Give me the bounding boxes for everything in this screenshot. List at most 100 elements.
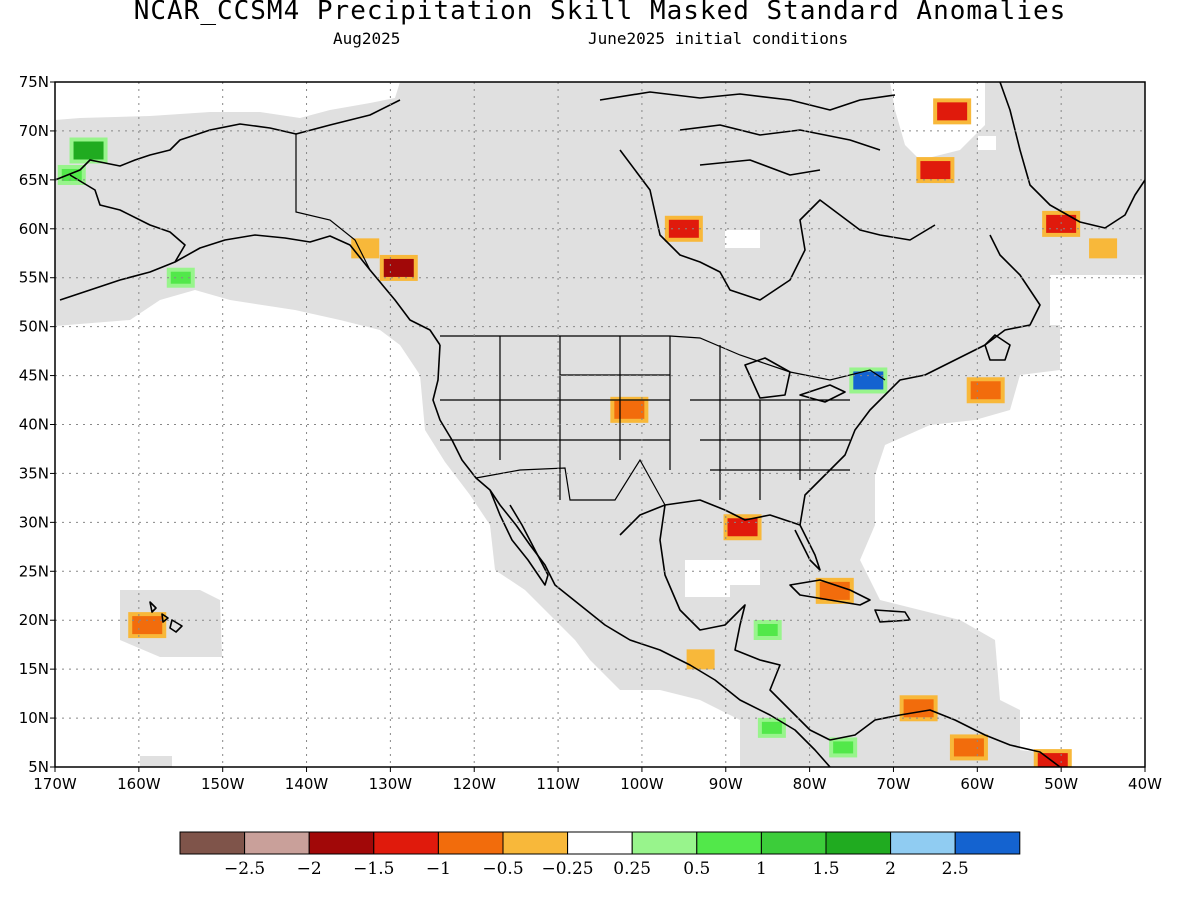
anomaly-patch bbox=[970, 381, 1001, 400]
lon-tick-label: 120W bbox=[452, 775, 496, 793]
colorbar bbox=[179, 831, 1021, 855]
colorbar-label: −2 bbox=[297, 859, 322, 879]
anomaly-layer bbox=[57, 98, 1118, 767]
lat-tick-label: 30N bbox=[19, 513, 49, 531]
lat-tick-label: 75N bbox=[19, 73, 49, 91]
gulf-mexico-hole bbox=[685, 560, 760, 585]
anomaly-patch bbox=[853, 371, 884, 390]
hawaii-west-mask bbox=[140, 756, 172, 767]
colorbar-label: 0.25 bbox=[613, 859, 651, 879]
greenland-mask bbox=[990, 82, 1145, 230]
us-state-lines bbox=[440, 336, 850, 500]
lon-tick-label: 90W bbox=[709, 775, 743, 793]
anomaly-patch bbox=[757, 624, 778, 636]
colorbar-swatch bbox=[567, 831, 633, 855]
lat-tick-label: 50N bbox=[19, 318, 49, 336]
colorbar-swatch bbox=[437, 831, 504, 855]
anomaly-patch bbox=[355, 242, 376, 255]
anomaly-patch bbox=[903, 699, 934, 718]
alaska-canada-border bbox=[295, 134, 371, 271]
cuba-coastline bbox=[789, 579, 871, 606]
alaska-coastline bbox=[55, 99, 401, 181]
lat-tick-label: 10N bbox=[19, 709, 49, 727]
hudson-bay-hole bbox=[725, 230, 760, 248]
anomaly-patch bbox=[937, 102, 968, 121]
colorbar-label: −1 bbox=[426, 859, 451, 879]
lat-tick-label: 70N bbox=[19, 122, 49, 140]
colorbar-swatch bbox=[179, 831, 246, 855]
lat-tick-label: 65N bbox=[19, 171, 49, 189]
yucatan-mexico-coastline bbox=[659, 504, 831, 741]
coastline-layer bbox=[55, 82, 1145, 767]
greenland-coastline bbox=[999, 82, 1145, 229]
colorbar-swatch bbox=[308, 831, 375, 855]
anomaly-patch bbox=[761, 721, 782, 734]
anomaly-patch bbox=[920, 161, 951, 180]
north-america-mask bbox=[55, 82, 1145, 767]
lon-tick-label: 80W bbox=[793, 775, 827, 793]
lat-tick-label: 45N bbox=[19, 367, 49, 385]
lat-tick-label: 55N bbox=[19, 269, 49, 287]
political-borders-layer bbox=[295, 134, 886, 506]
colorbar-swatch bbox=[696, 831, 762, 855]
colorbar-swatch bbox=[631, 831, 698, 855]
anomaly-patch bbox=[953, 738, 984, 757]
anomaly-patch bbox=[727, 518, 758, 537]
colorbar-swatch bbox=[890, 831, 956, 855]
anomaly-patch bbox=[73, 141, 104, 160]
south-america-coastline bbox=[829, 709, 1061, 767]
lon-tick-label: 60W bbox=[960, 775, 994, 793]
colorbar-label: −2.5 bbox=[224, 859, 265, 879]
skill-mask-layer bbox=[55, 82, 1145, 767]
lon-tick-label: 150W bbox=[201, 775, 245, 793]
anomaly-patch bbox=[614, 400, 645, 419]
anomaly-patch bbox=[668, 219, 699, 238]
colorbar-label: −0.25 bbox=[542, 859, 594, 879]
colorbar-label: 1 bbox=[756, 859, 767, 879]
colorbar-swatch bbox=[825, 831, 892, 855]
colorbar-labels: −2.5 −2 −1.5 −1 −0.5 −0.25 0.25 0.5 1 1.5 2 2.5 bbox=[224, 859, 969, 879]
lon-tick-label: 70W bbox=[877, 775, 911, 793]
anomaly-patch bbox=[170, 271, 191, 284]
lon-tick-label: 110W bbox=[536, 775, 580, 793]
lat-tick-label: 15N bbox=[19, 660, 49, 678]
colorbar-swatch bbox=[760, 831, 827, 855]
lon-tick-label: 130W bbox=[369, 775, 413, 793]
initial-conditions-label: June2025 initial conditions bbox=[588, 29, 849, 48]
canada-archipelago bbox=[599, 91, 896, 176]
latitude-labels: 75N 70N 65N 60N 55N 50N 45N 40N 35N 30N 25N 20N 15N 1… bbox=[19, 73, 55, 776]
anomaly-patch bbox=[819, 581, 850, 600]
lon-tick-label: 170W bbox=[33, 775, 77, 793]
map-title: NCAR_CCSM4 Precipitation Skill Masked St… bbox=[133, 0, 1067, 26]
us-mexico-border bbox=[475, 458, 666, 506]
gulf-coastline bbox=[619, 499, 821, 571]
colorbar-swatch bbox=[954, 831, 1021, 855]
colorbar-label: 2 bbox=[885, 859, 896, 879]
baffin-bay-hole bbox=[978, 136, 996, 150]
lon-tick-label: 40W bbox=[1128, 775, 1162, 793]
anomaly-patch bbox=[132, 616, 163, 635]
lat-tick-label: 20N bbox=[19, 611, 49, 629]
lon-tick-label: 100W bbox=[620, 775, 664, 793]
anomaly-patch bbox=[1093, 242, 1114, 255]
anomaly-patch bbox=[690, 653, 711, 666]
anomaly-patch bbox=[383, 258, 414, 277]
east-coastline bbox=[799, 234, 1041, 526]
us-canada-border bbox=[440, 335, 886, 381]
alaska-south-coastline bbox=[174, 234, 441, 346]
colorbar-label: −0.5 bbox=[482, 859, 523, 879]
colorbar-label: 2.5 bbox=[942, 859, 969, 879]
lon-tick-label: 160W bbox=[117, 775, 161, 793]
valid-month-label: Aug2025 bbox=[333, 29, 401, 48]
colorbar-label: −1.5 bbox=[353, 859, 394, 879]
newfoundland-coastline bbox=[984, 334, 1011, 361]
colorbar-label: 1.5 bbox=[812, 859, 839, 879]
colorbar-swatch bbox=[244, 831, 310, 855]
lon-tick-label: 140W bbox=[285, 775, 329, 793]
lat-tick-label: 40N bbox=[19, 416, 49, 434]
lon-tick-label: 50W bbox=[1044, 775, 1078, 793]
gulf-mexico-hole bbox=[685, 585, 730, 597]
colorbar-swatch bbox=[373, 831, 439, 855]
lat-tick-label: 60N bbox=[19, 220, 49, 238]
